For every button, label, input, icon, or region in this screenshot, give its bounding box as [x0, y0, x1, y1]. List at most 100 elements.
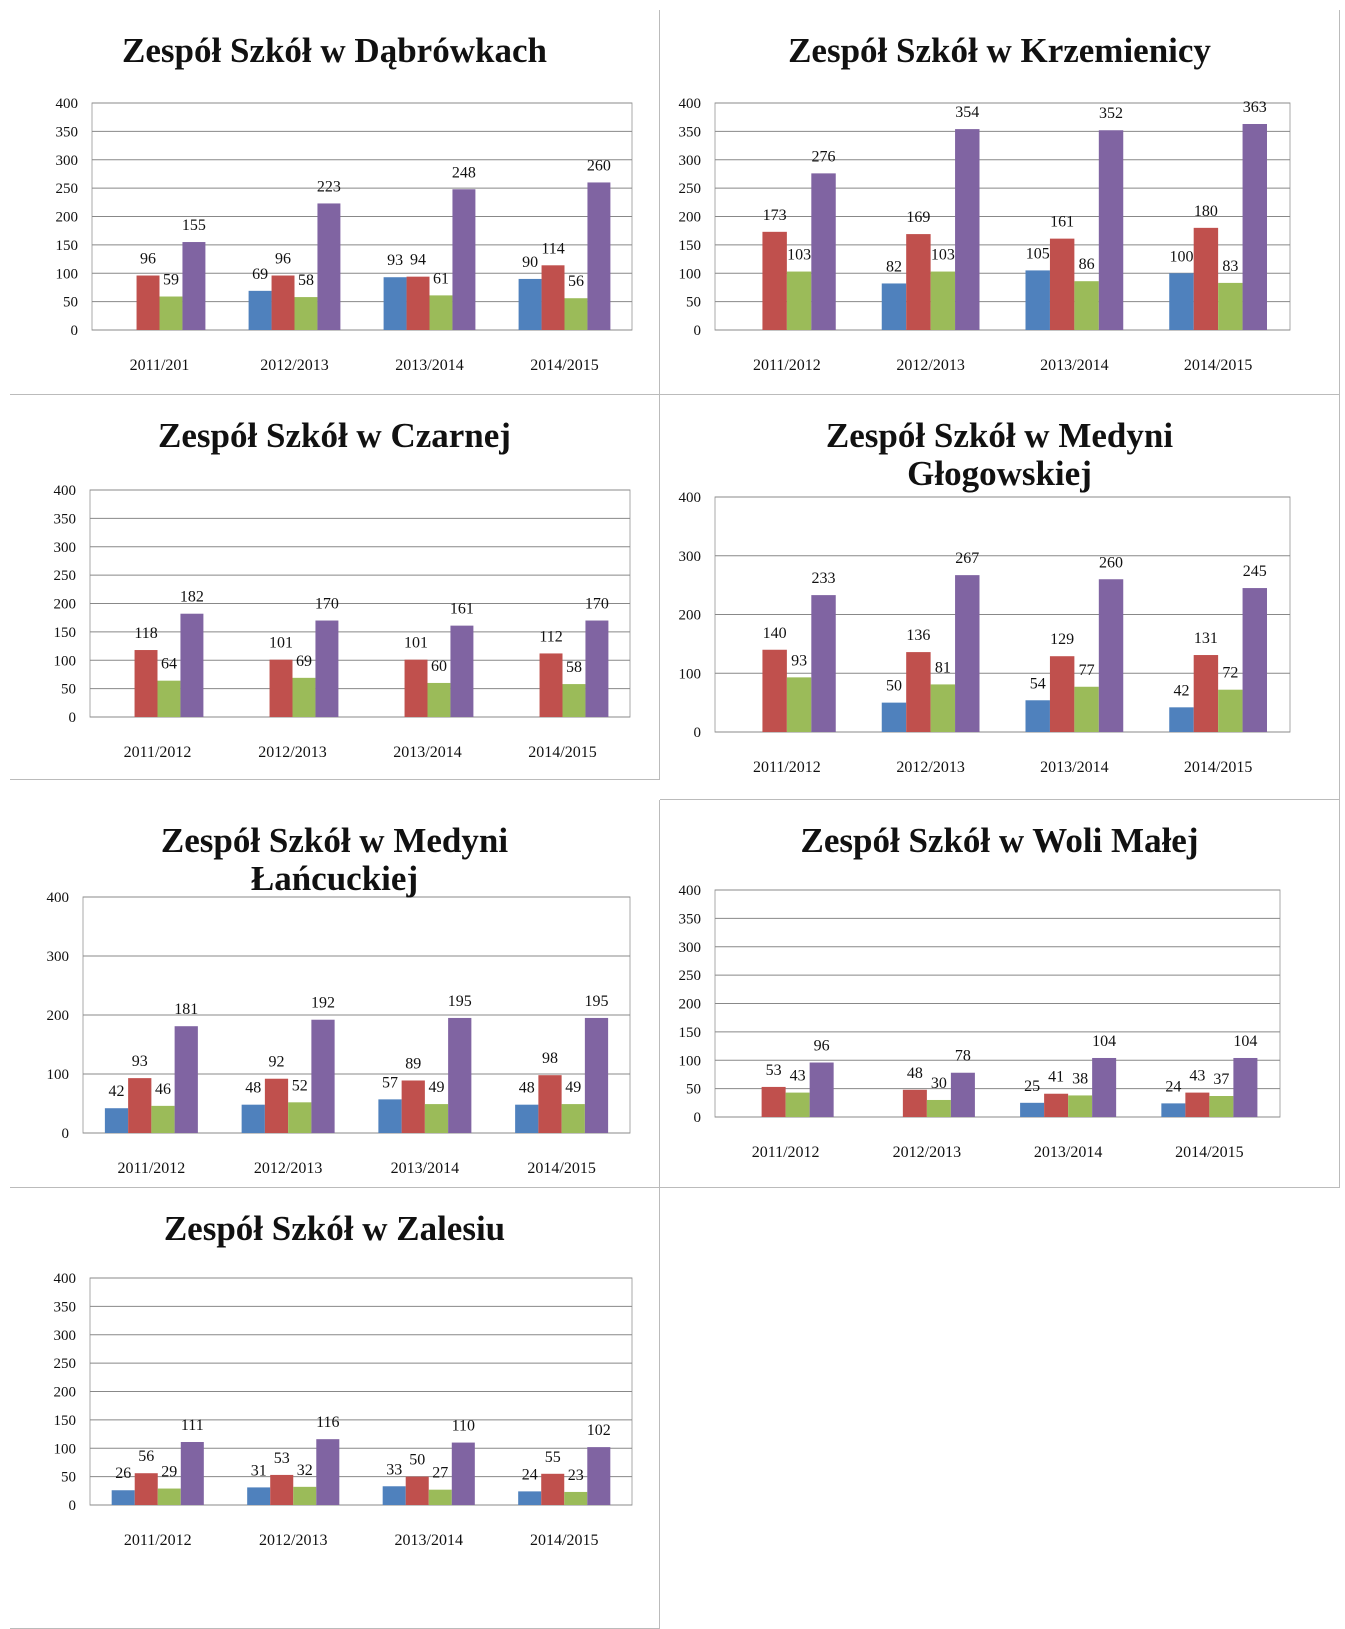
y-tick-label: 100 [679, 266, 702, 282]
bar [541, 1473, 565, 1505]
bar [451, 1442, 475, 1505]
x-tick-label: 2011/201 [130, 357, 190, 374]
bar [518, 278, 542, 330]
data-label: 27 [432, 1465, 448, 1482]
bar [518, 1491, 542, 1505]
bar [881, 283, 907, 330]
bar [786, 677, 812, 732]
x-tick-label: 2013/2014 [1040, 759, 1108, 776]
bar [315, 620, 339, 717]
bar [247, 1487, 271, 1505]
data-label: 182 [180, 589, 204, 606]
x-tick-label: 2014/2015 [1175, 1144, 1243, 1161]
bar [564, 298, 588, 330]
x-tick-label: 2011/2012 [753, 759, 821, 776]
bar [1209, 1096, 1234, 1117]
bar [761, 1086, 786, 1117]
data-label: 111 [181, 1417, 204, 1434]
y-tick-label: 200 [679, 608, 702, 624]
bar [264, 1078, 289, 1133]
data-label: 69 [252, 266, 268, 283]
data-label: 53 [766, 1062, 782, 1079]
bar [786, 271, 812, 330]
y-tick-label: 250 [54, 1356, 77, 1372]
data-label: 89 [405, 1055, 421, 1072]
bar [1161, 1103, 1186, 1117]
data-label: 101 [269, 635, 293, 652]
x-tick-label: 2012/2013 [259, 1532, 327, 1549]
y-tick-label: 400 [47, 890, 70, 906]
bar [1193, 655, 1219, 732]
data-label: 60 [431, 658, 447, 675]
y-tick-label: 250 [679, 968, 702, 984]
x-tick-label: 2013/2014 [1034, 1144, 1102, 1161]
chart: 0 50 100 150 200 250 300 350 400 2011/2012 26 56 29 1… [54, 1271, 633, 1549]
data-label: 31 [251, 1462, 267, 1479]
data-label: 93 [132, 1053, 148, 1070]
x-tick-label: 2012/2013 [896, 759, 964, 776]
y-tick-label: 50 [61, 682, 76, 698]
bar [762, 649, 787, 732]
data-label: 58 [566, 659, 582, 676]
chart-panel: 0 50 100 150 200 250 300 350 400 2011/201 96 59 155 2… [10, 10, 660, 395]
bar [452, 189, 476, 330]
x-tick-label: 2012/2013 [896, 357, 964, 374]
y-tick-label: 400 [54, 483, 77, 499]
data-label: 245 [1243, 563, 1267, 580]
bar [1020, 1102, 1045, 1117]
chart-panel: 0 100 200 300 400 2011/2012 42 93 46 181 2012/2013… [10, 800, 660, 1188]
bar [1049, 656, 1075, 732]
bar [316, 1439, 340, 1505]
bar [785, 1092, 810, 1117]
y-tick-label: 300 [56, 153, 79, 169]
data-label: 43 [1189, 1068, 1205, 1085]
bar [378, 1099, 402, 1133]
chart: 0 50 100 150 200 250 300 350 400 2011/2012 173 103 2… [679, 96, 1291, 374]
y-tick-label: 300 [679, 153, 702, 169]
chart: 0 50 100 150 200 250 300 350 400 2011/2012 53 43 96 2… [679, 883, 1281, 1161]
data-label: 104 [1233, 1033, 1257, 1050]
bar [585, 620, 609, 717]
data-label: 363 [1243, 99, 1267, 116]
bar [587, 182, 611, 330]
data-label: 118 [134, 625, 157, 642]
chart-panel: 0 50 100 150 200 250 300 350 400 2011/2012 53 43 96 2… [660, 800, 1340, 1188]
data-label: 92 [269, 1054, 285, 1071]
data-label: 37 [1213, 1071, 1229, 1088]
data-label: 82 [886, 258, 902, 275]
bar [902, 1089, 927, 1117]
x-tick-label: 2011/2012 [124, 744, 192, 761]
bar [317, 203, 341, 330]
bar [1242, 588, 1267, 732]
bar [269, 659, 293, 717]
data-label: 180 [1194, 203, 1218, 220]
x-tick-label: 2011/2012 [124, 1532, 192, 1549]
bar [1068, 1095, 1093, 1117]
chart-panel: 0 100 200 300 400 2011/2012 140 93 233 2012/2013 5… [660, 395, 1340, 800]
bar [926, 1099, 951, 1117]
y-tick-label: 0 [69, 710, 77, 726]
data-label: 173 [763, 207, 787, 224]
chart-panel: 0 50 100 150 200 250 300 350 400 2011/2012 173 103 2… [660, 10, 1340, 395]
data-label: 155 [182, 217, 206, 234]
data-label: 248 [452, 164, 476, 181]
data-label: 49 [428, 1079, 444, 1096]
data-label: 50 [409, 1452, 425, 1469]
bar [1218, 689, 1243, 732]
data-label: 50 [886, 678, 902, 695]
bar [288, 1102, 312, 1133]
data-label: 38 [1072, 1070, 1088, 1087]
x-tick-label: 2013/2014 [391, 1160, 459, 1177]
chart-title: Zespół Szkół w Krzemienicy [788, 31, 1211, 70]
chart-title: Zespół Szkół w Dąbrówkach [122, 31, 547, 70]
data-label: 58 [298, 272, 314, 289]
x-tick-label: 2013/2014 [393, 744, 461, 761]
chart-title: Zespół Szkół w Medyni Głogowskiej [825, 416, 1174, 493]
y-tick-label: 400 [679, 490, 702, 506]
bar [270, 1474, 294, 1505]
data-label: 96 [140, 251, 156, 268]
data-label: 83 [1222, 258, 1238, 275]
y-tick-label: 300 [679, 549, 702, 565]
bar [906, 234, 931, 330]
